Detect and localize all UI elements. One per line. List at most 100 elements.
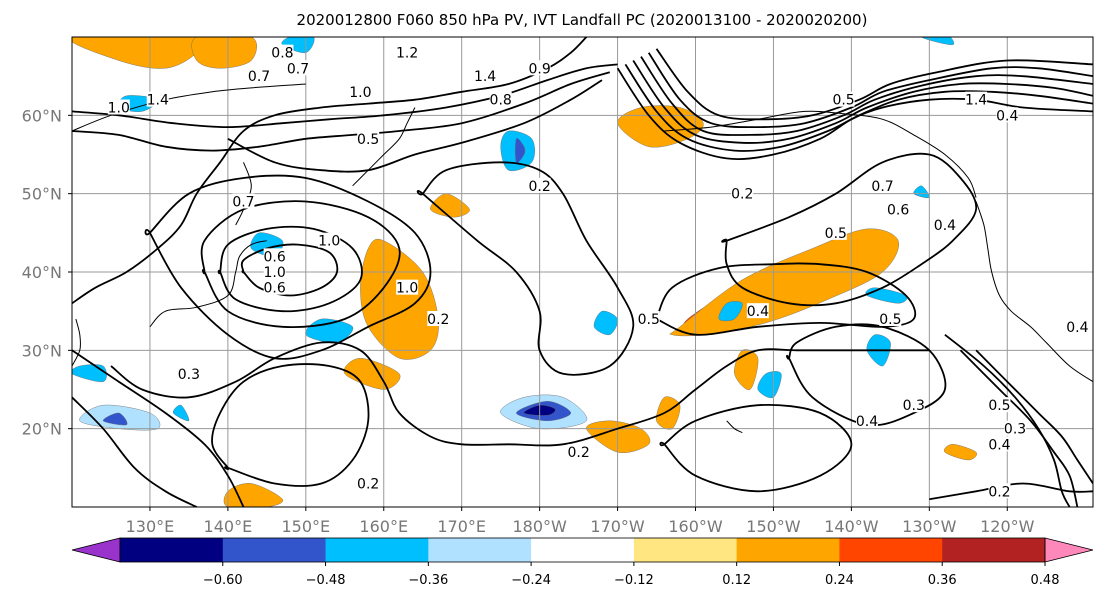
lat-tick-label: 50°N [22, 185, 62, 204]
contour-label: 0.3 [903, 398, 925, 414]
contour-label: 0.4 [1066, 320, 1088, 336]
contour-label-bg [263, 248, 286, 264]
colorbar-extend-high [1044, 537, 1094, 563]
contour-label: 0.2 [357, 477, 379, 493]
contour-line [110, 341, 930, 447]
colorbar-tick-label: 0.24 [825, 573, 854, 588]
colorbar-tick-label: −0.36 [408, 573, 448, 588]
coastline [975, 201, 1093, 383]
colorbar-tick-label: −0.48 [306, 573, 346, 588]
contour-label-bg [824, 224, 847, 240]
contour-line [227, 79, 603, 173]
contour-label-bg [528, 60, 551, 76]
contour-line [217, 225, 363, 313]
colorbar-segment [531, 538, 635, 562]
shaded-region [734, 349, 759, 391]
contour-label: 0.2 [529, 179, 551, 195]
colorbar-tick-label: 0.12 [722, 573, 751, 588]
lon-tick-label: 120°W [980, 517, 1035, 536]
contour-label: 1.0 [318, 234, 340, 250]
contour-label: 0.3 [178, 367, 200, 383]
contour-line [200, 200, 401, 329]
contour-label: 0.2 [731, 187, 753, 203]
contour-label: 1.2 [396, 46, 418, 62]
contour-line [211, 363, 370, 487]
contour-label: 0.5 [879, 312, 901, 328]
contour-label: 0.8 [271, 46, 293, 62]
coastline [664, 110, 977, 198]
coastline [72, 318, 82, 367]
contour-label-bg [855, 412, 878, 428]
lon-tick-label: 170°E [437, 517, 486, 536]
contour-label: 0.6 [264, 281, 286, 297]
contour-line [975, 349, 1093, 484]
colorbar-segment [222, 538, 327, 562]
colorbar-frame [119, 537, 1046, 563]
contour-line [72, 63, 618, 129]
contour-label-bg [146, 91, 169, 107]
shaded-region [718, 301, 743, 322]
contour-label-bg [988, 436, 1011, 452]
contour-label-bg [832, 91, 855, 107]
lon-tick-label: 160°W [668, 517, 723, 536]
shaded-region [430, 193, 470, 218]
contour-label-bg [357, 130, 380, 146]
lon-tick-label: 130°E [126, 517, 175, 536]
contour-label-bg [318, 232, 341, 248]
contour-label: 0.4 [747, 304, 769, 320]
contour-label: 0.5 [825, 226, 847, 242]
colorbar-extend-low [71, 537, 121, 563]
lon-tick-label: 130°W [902, 517, 957, 536]
axis-ticks: 130°E 140°E 150°E 160°E 170°E 180°W 170°W 160°W… [22, 106, 1035, 536]
chart-title: 2020012800 F060 850 hPa PV, IVT Landfall… [297, 11, 868, 29]
contour-line [944, 333, 1071, 507]
contour-line [652, 262, 917, 336]
contour-label: 0.4 [996, 108, 1018, 124]
colorbar-tick-label: 0.36 [928, 573, 957, 588]
contour-label: 0.5 [988, 398, 1010, 414]
colorbar-segment [736, 538, 840, 562]
contour-label-bg [731, 185, 754, 201]
shaded-region [72, 37, 208, 69]
contour-label-bg [746, 303, 769, 319]
contour-label-bg [871, 177, 894, 193]
contour-label: 0.8 [490, 93, 512, 109]
contour-label: 1.4 [965, 93, 987, 109]
colorbar-tick-label: −0.24 [511, 573, 551, 588]
contour-label: 0.9 [529, 61, 551, 77]
coastlines [72, 83, 1093, 434]
lon-tick-label: 140°W [824, 517, 879, 536]
contour-label: 0.5 [357, 132, 379, 148]
contour-label-bg [988, 397, 1011, 413]
contour-line [640, 56, 1093, 136]
lon-tick-label: 140°E [204, 517, 253, 536]
contour-label: 0.5 [638, 312, 660, 328]
contour-label-bg [474, 68, 497, 84]
colorbar: −0.60 −0.48 −0.36 −0.24 −0.12 0.12 0.24 0.36 0.4… [71, 537, 1094, 588]
colorbar-segment [325, 538, 429, 562]
contour-label-bg [637, 311, 660, 326]
coastline [72, 83, 306, 132]
lat-tick-label: 60°N [22, 106, 62, 125]
contour-line [72, 37, 588, 305]
contour-label-bg [357, 475, 380, 491]
shaded-regions [72, 37, 977, 507]
contour-label-bg [567, 444, 590, 460]
contour-label: 1.0 [396, 281, 418, 297]
contour-label: 0.2 [427, 312, 449, 328]
contour-lines [72, 37, 1093, 507]
contour-label: 0.4 [856, 414, 878, 430]
contour-label: 0.6 [264, 249, 286, 265]
lon-tick-label: 160°E [359, 517, 408, 536]
contour-line [659, 403, 853, 493]
lon-tick-label: 180°W [512, 517, 567, 536]
colorbar-tick-label: −0.12 [614, 573, 654, 588]
colorbar-segment [428, 538, 532, 562]
colorbar-segment [633, 538, 738, 562]
lat-tick-label: 30°N [22, 341, 62, 360]
contour-label-bg [879, 311, 902, 326]
contour-label: 0.7 [287, 61, 309, 77]
contour-label-bg [528, 177, 551, 193]
contour-line [72, 349, 245, 507]
